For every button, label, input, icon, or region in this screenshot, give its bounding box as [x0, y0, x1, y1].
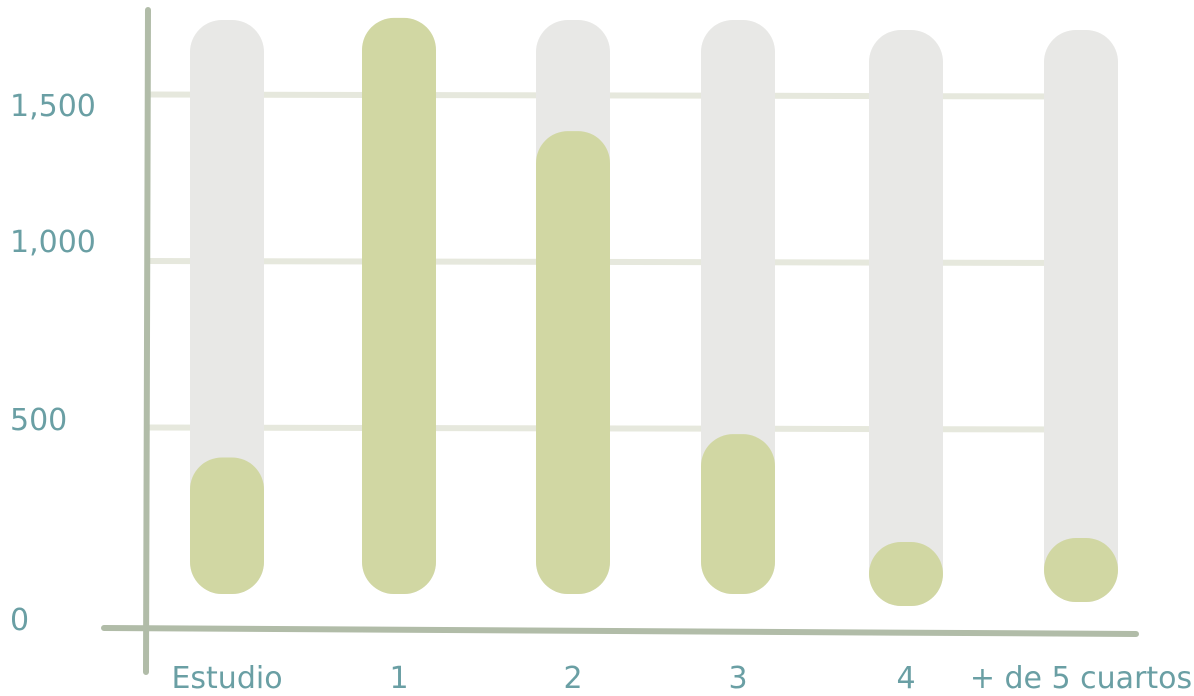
bar-track: [1044, 30, 1118, 602]
y-tick-label: 1,500: [10, 89, 96, 124]
x-category-label: 1: [389, 661, 408, 696]
gridlines: [145, 91, 1091, 433]
y-axis: [143, 7, 151, 675]
axes: [101, 7, 1139, 675]
bar: [701, 434, 775, 594]
x-category-label: 2: [563, 661, 582, 696]
y-tick-label: 0: [10, 603, 29, 638]
bar: [869, 542, 943, 606]
gridline-500: [145, 424, 1091, 433]
x-category-label: + de 5 cuartos: [970, 661, 1192, 696]
x-category-label: 3: [728, 661, 747, 696]
x-category-label: 4: [896, 661, 915, 696]
x-category-labels: Estudio 1 2 3 4 + de 5 cuartos: [171, 661, 1192, 696]
bar: [1044, 538, 1118, 602]
x-axis: [101, 625, 1139, 637]
bar-tracks: [190, 20, 1118, 606]
y-tick-labels: 0 500 1,000 1,500: [10, 89, 96, 638]
gridline-1000: [145, 258, 1091, 266]
y-tick-label: 500: [10, 403, 67, 438]
bar: [190, 457, 264, 594]
bar-track: [190, 20, 264, 594]
bars: [190, 17, 1118, 606]
bar: [536, 131, 610, 594]
bar: [362, 17, 436, 594]
x-category-label: Estudio: [171, 661, 282, 696]
bar-track: [869, 30, 943, 606]
gridline-1500: [145, 91, 1091, 100]
y-tick-label: 1,000: [10, 225, 96, 260]
